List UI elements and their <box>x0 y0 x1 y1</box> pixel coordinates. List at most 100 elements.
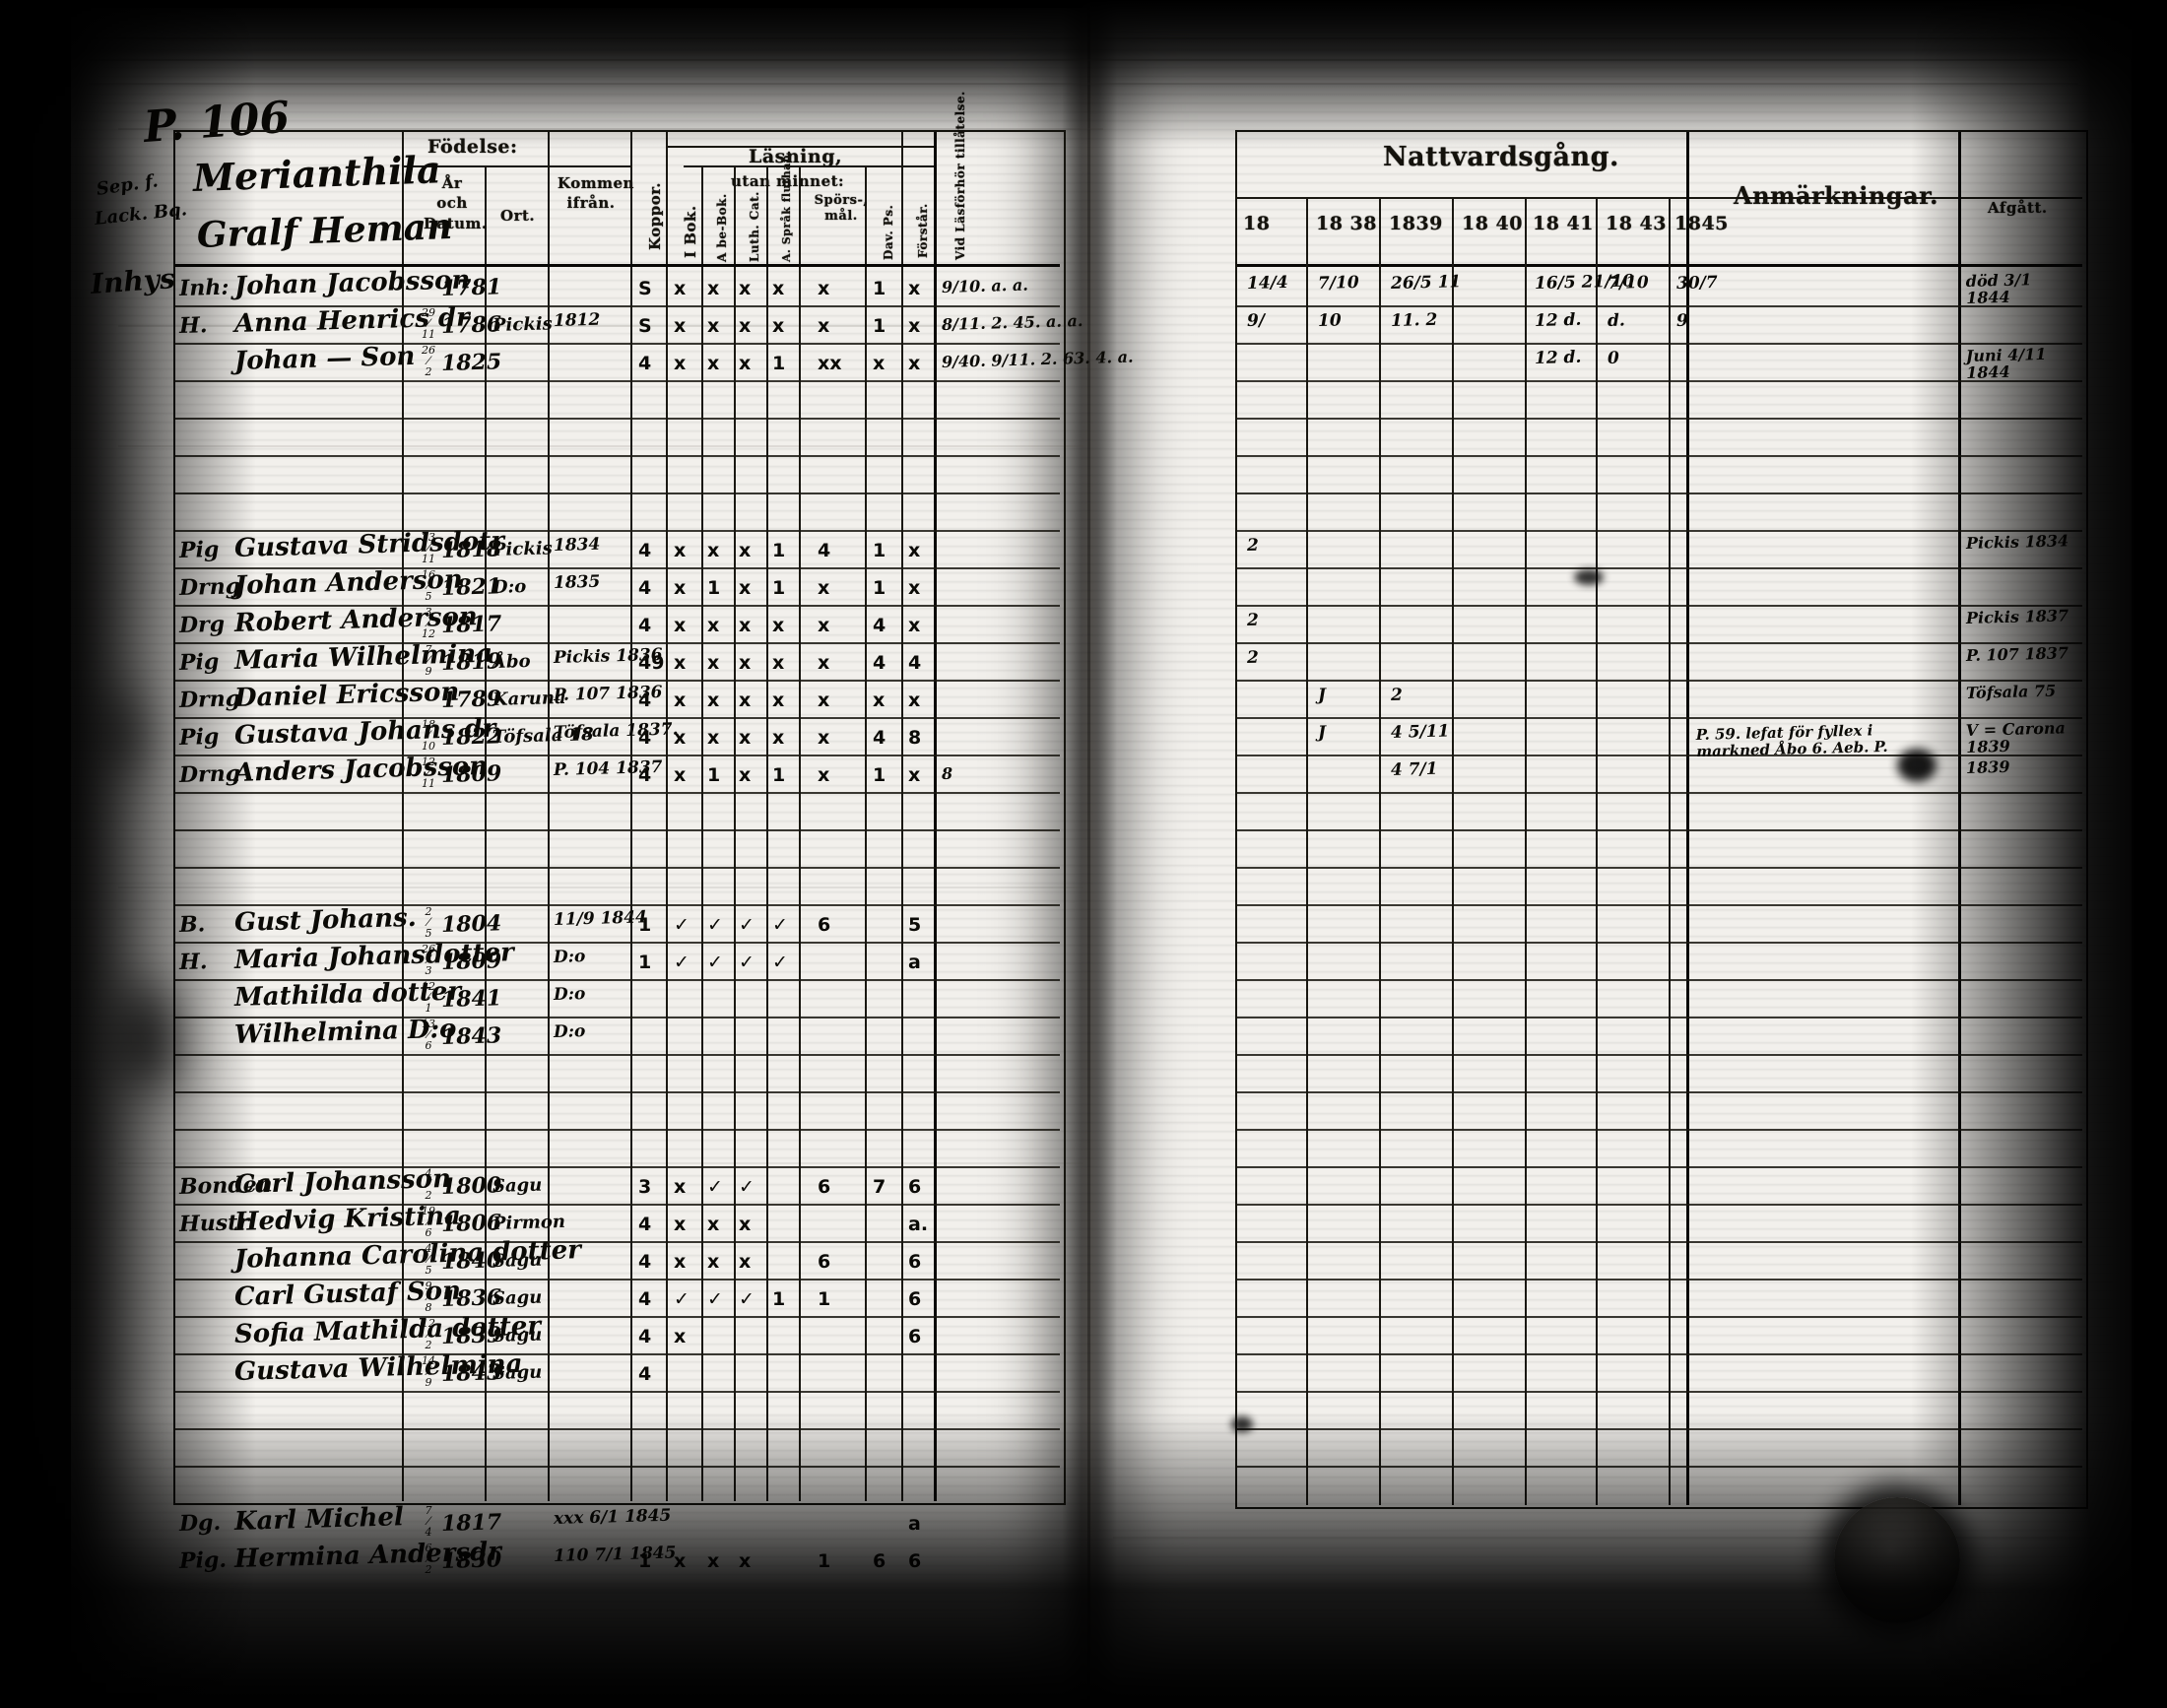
row-sporsmal-14: 6 <box>818 1176 831 1198</box>
row-birth-date-6: 7 ⁄ 9 <box>425 643 432 678</box>
row-luth-11: ✓ <box>739 952 755 973</box>
year-column-header-4: 18 41 <box>1533 213 1594 234</box>
row-birth-year-10: 1804 <box>440 910 502 938</box>
row-rank-21: Pig. <box>178 1546 228 1574</box>
row-rank-3: Pig <box>178 536 220 563</box>
communion-mark-r6-c0: 2 <box>1246 647 1260 668</box>
row-forstand-10: 5 <box>908 914 922 936</box>
row-forstand-14: 6 <box>908 1176 922 1198</box>
row-rank-0: Inh: <box>178 274 230 301</box>
row-luth-10: ✓ <box>739 914 755 936</box>
row-birth-place-14: Sagu <box>492 1174 543 1197</box>
row-luth-1: x <box>739 315 752 337</box>
row-i-bok-0: x <box>674 278 687 299</box>
communion-mark-r3-c0: 2 <box>1246 535 1260 556</box>
row-a-be-1: x <box>707 315 720 337</box>
communion-mark-r0-c0: 14/4 <box>1246 272 1288 294</box>
row-birth-place-4: D:o <box>492 576 527 598</box>
row-sporsmal-8: x <box>818 727 830 749</box>
header-i-bok: I Bok. <box>682 205 699 258</box>
afgatt-9: 1839 <box>1965 756 2010 777</box>
row-birth-date-12: 12 ⁄ 1 <box>422 980 435 1015</box>
household-heading-line1: Merianthila <box>192 147 442 200</box>
afgatt-3: Pickis 1834 <box>1965 531 2069 553</box>
year-column-header-6: 1845 <box>1674 213 1729 234</box>
row-forstand-6: 4 <box>908 652 922 674</box>
header-ar-och-datum: År och Datum. <box>424 174 488 232</box>
row-luth-3: x <box>739 540 752 561</box>
row-luth-17: ✓ <box>739 1288 755 1310</box>
row-sporsmal-4: x <box>818 577 830 599</box>
row-dav-ps-3: 1 <box>873 540 886 561</box>
row-forstand-20: a <box>908 1513 921 1535</box>
header-utan-minnet: utan minnet: <box>731 172 845 190</box>
communion-mark-r1-c0: 9/ <box>1246 310 1266 331</box>
row-dav-ps-21: 6 <box>873 1550 886 1572</box>
row-name-2: Johan — Son <box>233 341 416 376</box>
header-sporsmal: Spörs-, mål. <box>814 193 869 224</box>
row-a-sprak-6: x <box>772 652 785 674</box>
header-vid-lasforhor: Vid Läsförhör tillåtelse. <box>953 91 967 260</box>
row-luth-8: x <box>739 727 752 749</box>
row-kommen-ifran-4: 1835 <box>553 571 601 593</box>
row-koppor-9: 4 <box>638 764 652 786</box>
header-fodelse: Födelse: <box>427 136 518 158</box>
communion-mark-r1-c2: 11. 2 <box>1390 309 1438 331</box>
header-anmarkningar: Anmärkningar. <box>1734 181 1938 210</box>
row-i-bok-5: x <box>674 615 687 636</box>
row-birth-date-1: 29 ⁄ 11 <box>422 306 435 341</box>
header-koppor: Koppor. <box>646 182 664 250</box>
row-a-sprak-10: ✓ <box>772 914 788 936</box>
row-i-bok-15: x <box>674 1214 687 1235</box>
row-birth-place-1: Pickis <box>492 313 554 336</box>
row-dav-ps-4: 1 <box>873 577 886 599</box>
row-a-sprak-9: 1 <box>772 764 786 786</box>
communion-mark-r8-c2: 4 5/11 <box>1390 721 1450 743</box>
row-dav-ps-1: 1 <box>873 315 886 337</box>
row-rank-5: Drg <box>178 611 226 638</box>
row-forstand-21: 6 <box>908 1550 922 1572</box>
row-sporsmal-1: x <box>818 315 830 337</box>
row-luth-14: ✓ <box>739 1176 755 1198</box>
row-birth-year-5: 1817 <box>440 611 502 638</box>
row-forstand-16: 6 <box>908 1251 922 1273</box>
communion-mark-r1-c5: d. <box>1607 310 1626 331</box>
row-i-bok-7: x <box>674 690 687 711</box>
row-birth-date-19: 14 ⁄ 9 <box>422 1354 435 1389</box>
row-birth-year-20: 1817 <box>440 1509 502 1537</box>
row-kommen-ifran-3: 1834 <box>553 534 601 556</box>
header-a-sprak-fluthan: A. Språk fluthan. <box>780 150 793 262</box>
row-a-be-16: x <box>707 1251 720 1273</box>
row-sporsmal-16: 6 <box>818 1251 831 1273</box>
row-koppor-10: 1 <box>638 914 652 936</box>
row-a-be-3: x <box>707 540 720 561</box>
row-i-bok-8: x <box>674 727 687 749</box>
row-kommen-ifran-20: xxx 6/1 1845 <box>553 1505 672 1529</box>
row-dav-ps-6: 4 <box>873 652 886 674</box>
communion-mark-r2-c5: 0 <box>1607 348 1620 368</box>
row-forstand-3: x <box>908 540 921 561</box>
afgatt-8: V = Carona 1839 <box>1965 718 2067 756</box>
row-birth-date-5: 3 ⁄ 12 <box>422 606 435 640</box>
row-luth-5: x <box>739 615 752 636</box>
row-kommen-ifran-1: 1812 <box>553 309 601 331</box>
row-i-bok-1: x <box>674 315 687 337</box>
row-kommen-ifran-21: 110 7/1 1845 <box>553 1543 677 1566</box>
row-a-be-2: x <box>707 353 720 374</box>
afgatt-2: Juni 4/11 1844 <box>1965 344 2047 382</box>
row-koppor-14: 3 <box>638 1176 652 1198</box>
row-a-sprak-8: x <box>772 727 785 749</box>
row-name-10: Gust Johans. <box>233 902 418 938</box>
row-forstand-0: x <box>908 278 921 299</box>
row-kommen-ifran-13: D:o <box>553 1021 586 1042</box>
row-a-sprak-7: x <box>772 690 785 711</box>
row-birth-date-21: 6 ⁄ 2 <box>425 1542 432 1576</box>
row-koppor-2: 4 <box>638 353 652 374</box>
row-luth-15: x <box>739 1214 752 1235</box>
row-forstand-2: x <box>908 353 921 374</box>
row-kommen-ifran-12: D:o <box>553 984 586 1005</box>
row-a-sprak-1: x <box>772 315 785 337</box>
row-rank-9: Drng <box>178 760 241 788</box>
row-rank-1: H. <box>178 312 208 339</box>
